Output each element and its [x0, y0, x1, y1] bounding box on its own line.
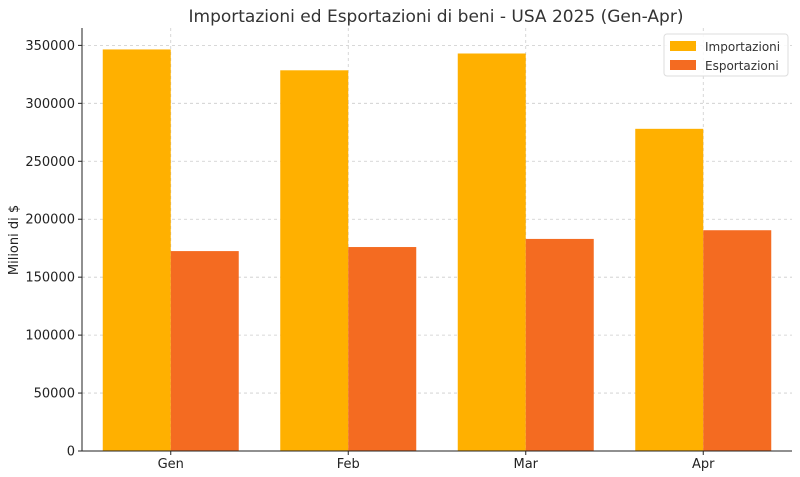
- y-tick-label: 300000: [25, 97, 75, 112]
- bar-importazioni-apr: [635, 128, 704, 452]
- bar-importazioni-mar: [457, 53, 526, 452]
- bar-esportazioni-apr: [703, 230, 772, 451]
- y-tick-label: 150000: [25, 271, 75, 286]
- bar-importazioni-gen: [102, 49, 171, 451]
- x-tick-label: Feb: [337, 457, 360, 472]
- x-tick-label: Apr: [692, 457, 715, 472]
- bar-importazioni-feb: [280, 70, 349, 452]
- y-tick-label: 250000: [25, 155, 75, 170]
- y-tick-label: 0: [67, 445, 75, 460]
- x-tick-label: Gen: [158, 457, 184, 472]
- axes: [81, 28, 792, 452]
- bar-esportazioni-feb: [348, 247, 417, 451]
- bar-esportazioni-mar: [525, 238, 594, 451]
- y-axis-label: Milioni di $: [7, 205, 22, 275]
- y-tick-label: 50000: [34, 387, 75, 402]
- y-tick-label: 350000: [25, 39, 75, 54]
- y-tick-label: 200000: [25, 213, 75, 228]
- chart-title: Importazioni ed Esportazioni di beni - U…: [189, 7, 684, 27]
- x-ticks: Gen Feb Mar Apr: [158, 451, 715, 472]
- y-ticks: 0 50000 100000 150000 200000 250000 300000 3500…: [25, 39, 82, 460]
- x-tick-label: Mar: [513, 457, 538, 472]
- legend: Importazioni Esportazioni: [663, 33, 789, 77]
- bars: [102, 49, 772, 452]
- legend-label: Importazioni: [705, 40, 780, 54]
- legend-swatch: [670, 60, 696, 70]
- bar-esportazioni-gen: [170, 251, 239, 451]
- y-tick-label: 100000: [25, 329, 75, 344]
- legend-label: Esportazioni: [705, 59, 779, 73]
- legend-swatch: [670, 41, 696, 51]
